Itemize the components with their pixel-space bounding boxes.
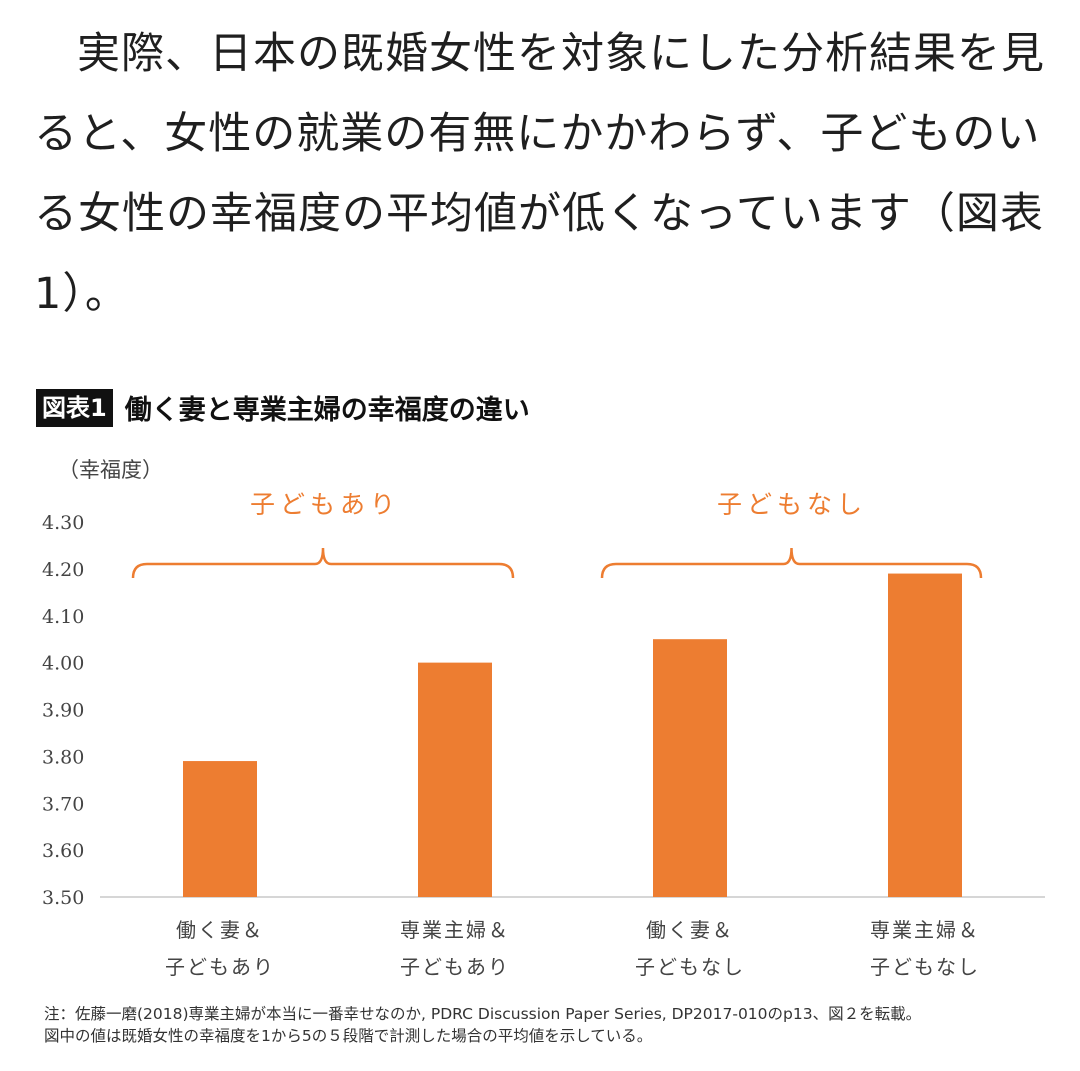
y-tick-label: 4.30 [42, 512, 84, 534]
x-tick-label: 働く妻＆ [176, 918, 264, 942]
y-tick-label: 4.10 [42, 606, 84, 628]
x-tick-label: 子どもあり [400, 955, 510, 979]
y-axis-label: （幸福度） [58, 458, 163, 482]
y-tick-label: 3.60 [42, 840, 84, 862]
y-tick-label: 3.70 [42, 793, 84, 815]
y-tick-label: 3.90 [42, 700, 84, 722]
body-paragraph: 実際、日本の既婚女性を対象にした分析結果を見ると、女性の就業の有無にかかわらず、… [34, 29, 1045, 319]
bar-chart: （幸福度） 4.30 4.20 4.10 4.00 3.90 3.80 3.70 3.60 3.5… [42, 458, 1045, 979]
y-tick-label: 4.00 [42, 653, 84, 675]
bar [418, 662, 492, 897]
group-label: 子どもあり [250, 490, 400, 519]
bar [183, 761, 257, 897]
group-label: 子どもなし [717, 490, 867, 519]
bar [888, 573, 962, 897]
note-line-1: 注：佐藤一磨(2018)専業主婦が本当に一番幸せなのか, PDRC Discus… [44, 1005, 922, 1023]
x-tick-label: 働く妻＆ [646, 918, 734, 942]
figure-tag: 図表1 [36, 388, 113, 427]
x-tick-label: 子どもなし [635, 955, 745, 979]
group-brace-with-children [131, 547, 515, 579]
bar [653, 639, 727, 897]
y-tick-label: 3.80 [42, 746, 84, 768]
figure-header: 図表1 働く妻と専業主婦の幸福度の違い [36, 388, 530, 427]
x-tick-label: 専業主婦＆ [870, 918, 980, 942]
note-line-2: 図中の値は既婚女性の幸福度を1から5の５段階で計測した場合の平均値を示している。 [44, 1027, 653, 1045]
y-tick-label: 3.50 [42, 887, 84, 909]
figure-title: 働く妻と専業主婦の幸福度の違い [124, 395, 530, 426]
x-tick-label: 子どもなし [870, 955, 980, 979]
x-tick-label: 専業主婦＆ [400, 918, 510, 942]
figure-note: 注：佐藤一磨(2018)専業主婦が本当に一番幸せなのか, PDRC Discus… [44, 1003, 921, 1047]
x-tick-label: 子どもあり [165, 955, 275, 979]
y-tick-label: 4.20 [42, 559, 84, 581]
group-brace-without-children [600, 547, 983, 579]
